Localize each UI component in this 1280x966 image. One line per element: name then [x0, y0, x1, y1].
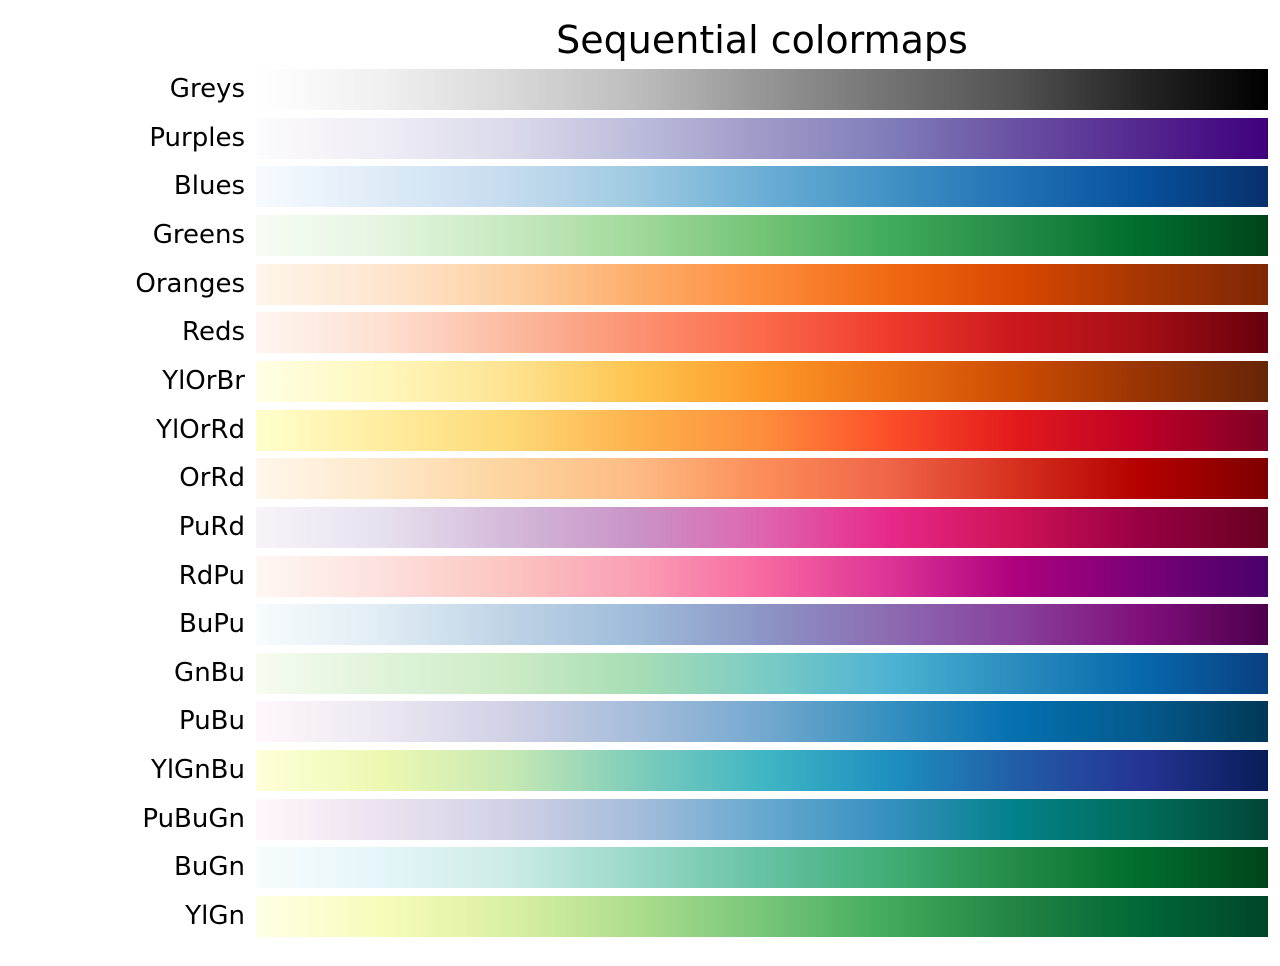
colormap-bar-gnbu	[256, 652, 1268, 694]
colormap-bar-greens	[256, 214, 1268, 256]
colormap-bar-pubu	[256, 701, 1268, 743]
colormap-label-bugn: BuGn	[174, 852, 245, 883]
colormap-bar-reds	[256, 312, 1268, 354]
colormap-bar-blues	[256, 166, 1268, 208]
colormap-bar-rdpu	[256, 555, 1268, 597]
colormap-bar-oranges	[256, 263, 1268, 305]
colormap-label-purples: Purples	[149, 122, 245, 153]
colormap-label-purd: PuRd	[178, 511, 245, 542]
colormap-label-ylgn: YlGn	[185, 901, 245, 932]
colormap-bar-pubugn	[256, 798, 1268, 840]
chart-title: Sequential colormaps	[556, 18, 968, 62]
colormap-label-bupu: BuPu	[178, 609, 245, 640]
colormap-label-greens: Greens	[152, 219, 245, 250]
colormap-bar-bupu	[256, 604, 1268, 646]
colormap-label-orrd: OrRd	[179, 463, 245, 494]
colormap-bar-bugn	[256, 847, 1268, 889]
colormap-label-reds: Reds	[182, 317, 245, 348]
colormap-bar-ylgn	[256, 896, 1268, 938]
colormap-bar-greys	[256, 69, 1268, 110]
colormap-label-blues: Blues	[173, 171, 245, 202]
colormap-label-ylorrd: YlOrRd	[156, 414, 245, 445]
colormap-label-rdpu: RdPu	[178, 560, 245, 591]
colormap-label-ylorbr: YlOrBr	[162, 365, 245, 396]
colormap-label-gnbu: GnBu	[174, 657, 245, 688]
colormap-label-greys: Greys	[169, 74, 245, 104]
colormap-bar-purd	[256, 506, 1268, 548]
colormap-bar-ylorrd	[256, 409, 1268, 451]
colormap-label-pubu: PuBu	[178, 706, 245, 737]
colormap-bar-ylgnbu	[256, 750, 1268, 792]
colormap-label-ylgnbu: YlGnBu	[150, 755, 245, 786]
colormap-label-oranges: Oranges	[135, 268, 245, 299]
colormap-bar-orrd	[256, 458, 1268, 500]
colormap-bar-purples	[256, 117, 1268, 159]
colormap-bar-ylorbr	[256, 360, 1268, 402]
colormap-label-pubugn: PuBuGn	[142, 803, 245, 834]
